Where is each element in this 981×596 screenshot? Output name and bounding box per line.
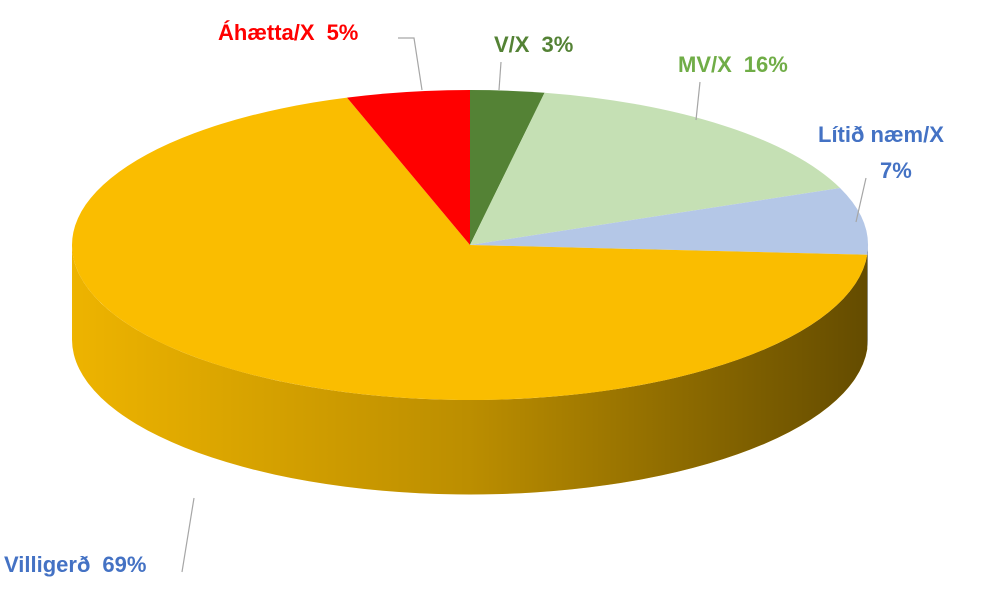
leader-lines (181, 37, 867, 573)
value-label: 69% (102, 552, 146, 577)
leader-line (398, 37, 423, 91)
category-label: Áhætta/X (218, 20, 315, 45)
value-label: 5% (327, 20, 359, 45)
category-label: V/X (494, 32, 530, 57)
value-label: 16% (744, 52, 788, 77)
slice (470, 187, 868, 255)
leader-line (695, 81, 701, 121)
category-label: MV/X (678, 52, 732, 77)
data-labels: V/X 3% MV/X 16% Lítið næm/X 7% Villigerð 69% Áhæ… (4, 20, 944, 577)
slice-side-shade (867, 245, 868, 350)
leader-line (498, 61, 502, 91)
leader-line (855, 177, 867, 223)
pie-tops (72, 90, 868, 400)
data-label: Lítið næm/X (818, 122, 944, 147)
category-label: Lítið næm/X (818, 122, 944, 147)
slice-side-shade (72, 245, 868, 495)
data-label: V/X 3% (494, 32, 573, 57)
data-label: Villigerð 69% (4, 552, 146, 577)
pie-sides (72, 245, 868, 495)
value-label: 7% (880, 158, 912, 183)
slice (347, 90, 470, 245)
slice (470, 92, 841, 245)
data-label: Áhætta/X 5% (218, 20, 358, 45)
slice (470, 90, 545, 245)
data-label: MV/X 16% (678, 52, 788, 77)
value-label: 3% (541, 32, 573, 57)
leader-line (181, 497, 195, 573)
slice (72, 97, 868, 400)
category-label: Villigerð (4, 552, 90, 577)
